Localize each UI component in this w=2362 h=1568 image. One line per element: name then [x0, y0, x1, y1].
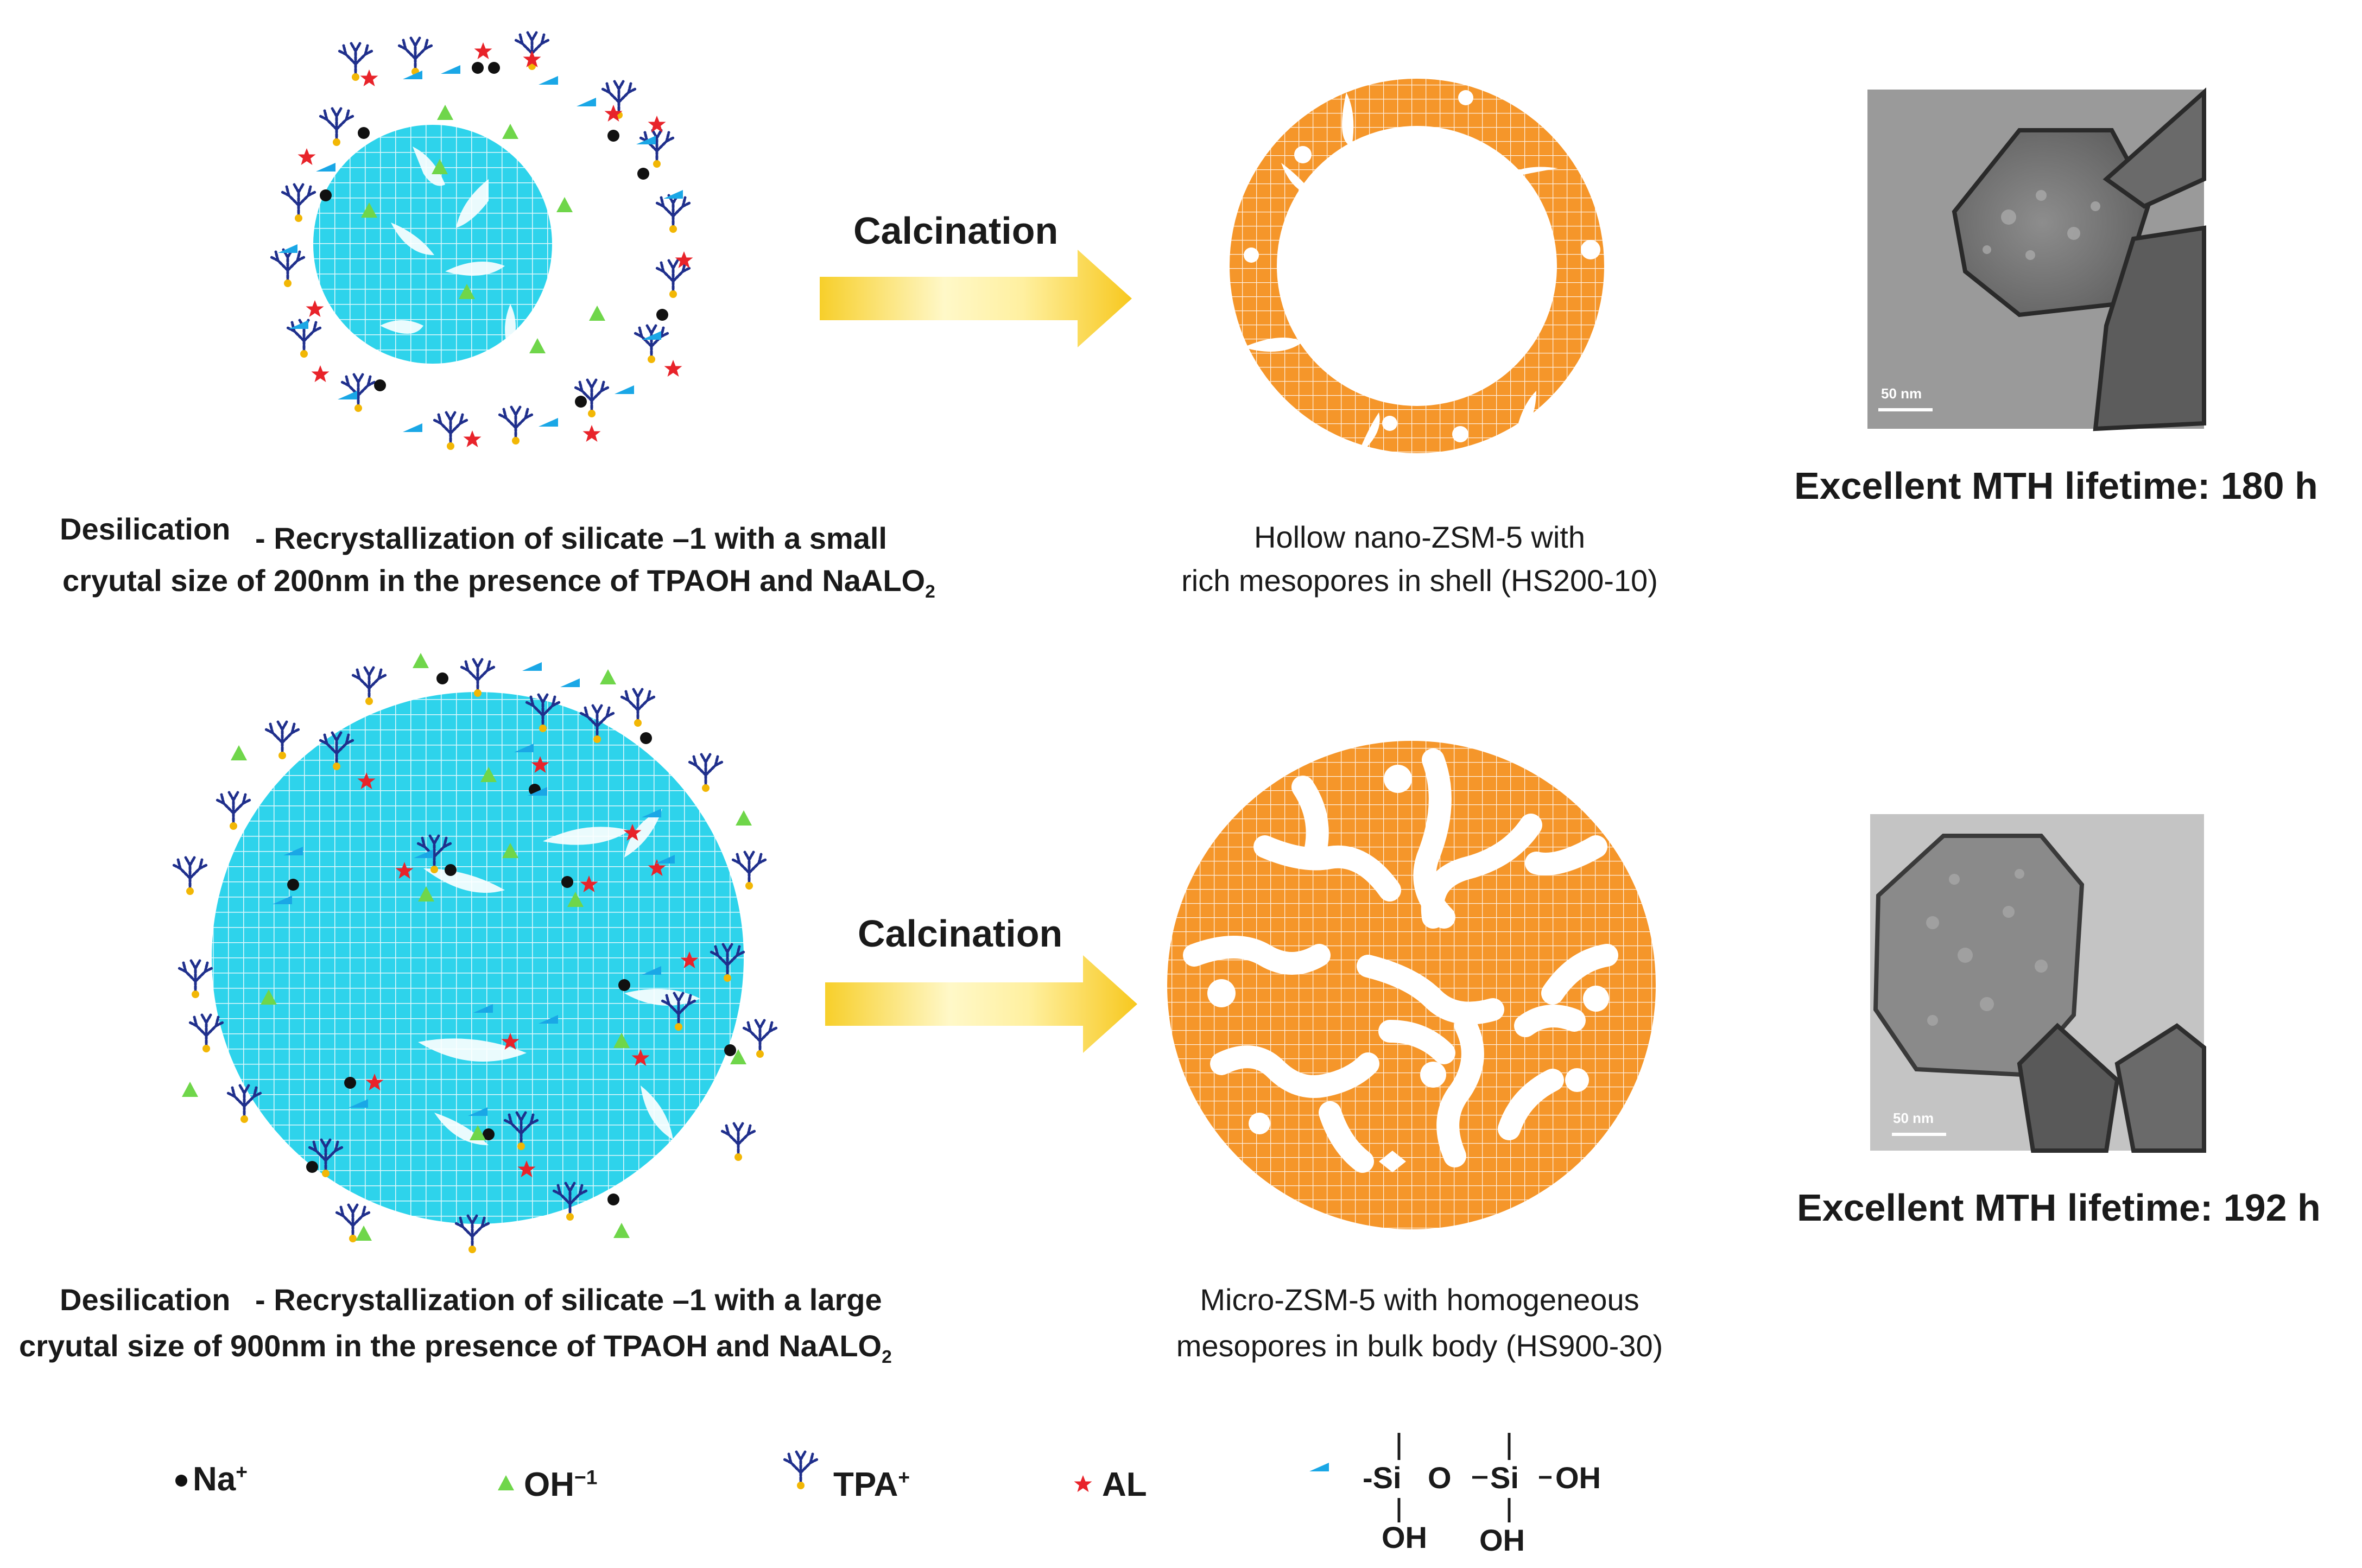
tem-image-hs900 [1870, 814, 2206, 1153]
small-crystal-sphere [313, 125, 552, 364]
row2-caption-line2: cryutal size of 900nm in the presence of… [19, 1329, 892, 1368]
row1-caption-desilication: Desilication [60, 512, 231, 546]
large-crystal-sphere [212, 692, 744, 1224]
row2-caption-desilication: Desilication [60, 1283, 231, 1317]
row2-lifetime: Excellent MTH lifetime: 192 h [1797, 1186, 2321, 1229]
row1-tem-scale-label: 50 nm [1881, 385, 1922, 402]
legend-si-right: Si [1490, 1461, 1519, 1495]
hollow-zsm5-ring [1230, 79, 1604, 456]
row2-tem-scale-label: 50 nm [1893, 1110, 1934, 1126]
calcination-arrow-1 [820, 250, 1132, 347]
row2-calcination-label: Calcination [858, 912, 1063, 955]
legend-oh-below-1: OH [1382, 1520, 1427, 1554]
row2-caption-line1: - Recrystallization of silicate –1 with … [255, 1283, 882, 1317]
legend-si-left: -Si [1363, 1461, 1402, 1495]
legend-oh-below-2: OH [1479, 1523, 1525, 1557]
row1-product-line1: Hollow nano-ZSM-5 with [1254, 520, 1585, 554]
row1-caption-line2: cryutal size of 200nm in the presence of… [62, 563, 935, 602]
legend-si-bonds [1397, 1433, 1552, 1522]
micro-zsm5-sphere [1167, 741, 1656, 1229]
row2-product-line1: Micro-ZSM-5 with homogeneous [1200, 1283, 1639, 1317]
row1-calcination-label: Calcination [853, 210, 1059, 252]
legend-oh-right: OH [1555, 1461, 1601, 1495]
legend-tpa-label: TPA+ [833, 1465, 910, 1503]
row1-caption-line1: - Recrystallization of silicate –1 with … [255, 521, 887, 555]
row1-lifetime: Excellent MTH lifetime: 180 h [1794, 465, 2318, 507]
row1-product-line2: rich mesopores in shell (HS200-10) [1181, 563, 1658, 598]
legend-icons [175, 1452, 1329, 1492]
legend-al-label: AL [1102, 1466, 1147, 1503]
tem-image-hs200 [1867, 87, 2206, 431]
calcination-arrow-2 [825, 955, 1137, 1053]
legend-o: O [1428, 1461, 1452, 1495]
legend-na-label: Na+ [193, 1460, 248, 1498]
legend-oh-label: OH−1 [524, 1465, 598, 1503]
row2-product-line2: mesopores in bulk body (HS900-30) [1176, 1329, 1663, 1363]
